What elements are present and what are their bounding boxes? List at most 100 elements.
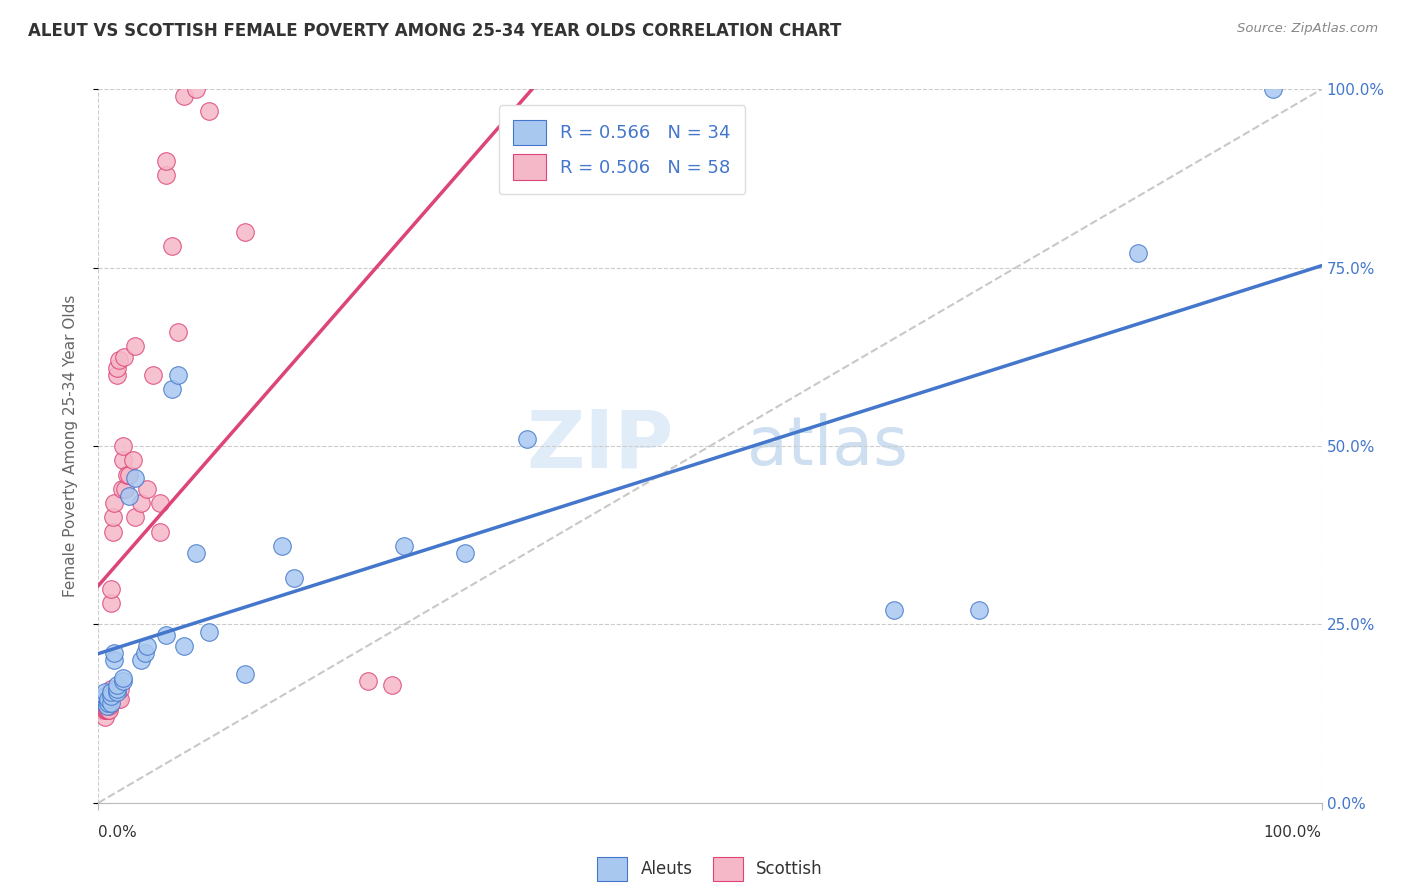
Point xyxy=(97,703,120,717)
Point xyxy=(121,453,143,467)
Point xyxy=(160,382,183,396)
Point xyxy=(91,703,114,717)
Point xyxy=(111,674,134,689)
Point xyxy=(167,325,190,339)
Point xyxy=(118,467,141,482)
Point xyxy=(270,539,294,553)
Point xyxy=(1128,246,1150,260)
Point xyxy=(103,653,125,667)
Point xyxy=(100,582,122,596)
Point xyxy=(197,624,219,639)
Point xyxy=(105,368,128,382)
Point xyxy=(89,703,111,717)
Point xyxy=(97,696,120,710)
Text: atlas: atlas xyxy=(747,413,908,479)
Point xyxy=(111,439,134,453)
Point xyxy=(124,339,146,353)
Point xyxy=(155,168,177,182)
Point xyxy=(101,510,124,524)
Point xyxy=(149,496,172,510)
Point xyxy=(104,681,127,696)
Text: 0.0%: 0.0% xyxy=(98,825,138,840)
Point xyxy=(97,696,120,710)
Point xyxy=(381,678,404,692)
Point xyxy=(93,685,115,699)
Point xyxy=(114,482,136,496)
Point xyxy=(124,471,146,485)
Point xyxy=(100,685,122,699)
Point xyxy=(94,703,117,717)
Point xyxy=(356,674,378,689)
Point xyxy=(155,153,177,168)
Point xyxy=(160,239,183,253)
Point xyxy=(111,453,134,467)
Legend: Aleuts, Scottish: Aleuts, Scottish xyxy=(591,850,830,888)
Point xyxy=(93,703,115,717)
Point xyxy=(173,89,195,103)
Point xyxy=(142,368,165,382)
Point xyxy=(96,692,118,706)
Point xyxy=(111,671,134,685)
Point xyxy=(110,692,132,706)
Point xyxy=(100,681,122,696)
Point xyxy=(93,692,115,706)
Point xyxy=(98,699,121,714)
Point xyxy=(129,653,152,667)
Point xyxy=(197,103,219,118)
Point xyxy=(173,639,195,653)
Point xyxy=(93,699,115,714)
Point xyxy=(233,225,256,239)
Point xyxy=(103,646,125,660)
Point xyxy=(100,689,122,703)
Point xyxy=(167,368,190,382)
Point xyxy=(101,524,124,539)
Point xyxy=(105,360,128,375)
Point xyxy=(87,699,110,714)
Point xyxy=(134,646,156,660)
Point xyxy=(100,696,122,710)
Point xyxy=(100,596,122,610)
Point xyxy=(108,353,131,368)
Point xyxy=(93,696,115,710)
Text: ALEUT VS SCOTTISH FEMALE POVERTY AMONG 25-34 YEAR OLDS CORRELATION CHART: ALEUT VS SCOTTISH FEMALE POVERTY AMONG 2… xyxy=(28,22,842,40)
Text: ZIP: ZIP xyxy=(526,407,673,485)
Point xyxy=(93,710,115,724)
Point xyxy=(129,496,152,510)
Point xyxy=(90,699,112,714)
Text: Source: ZipAtlas.com: Source: ZipAtlas.com xyxy=(1237,22,1378,36)
Point xyxy=(454,546,477,560)
Point xyxy=(186,546,208,560)
Point xyxy=(93,689,115,703)
Point xyxy=(883,603,905,617)
Point xyxy=(118,489,141,503)
Point xyxy=(91,699,114,714)
Point xyxy=(105,681,128,696)
Point xyxy=(186,82,208,96)
Point xyxy=(107,692,129,706)
Point xyxy=(96,699,118,714)
Point xyxy=(392,539,416,553)
Point xyxy=(110,681,132,696)
Point xyxy=(96,699,118,714)
Point xyxy=(98,703,121,717)
Point xyxy=(115,467,138,482)
Point xyxy=(136,482,159,496)
Point xyxy=(283,571,305,585)
Point xyxy=(100,696,122,710)
Point xyxy=(233,667,256,681)
Point xyxy=(103,496,125,510)
Point xyxy=(96,703,118,717)
Point xyxy=(91,703,114,717)
Point xyxy=(155,628,177,642)
Point xyxy=(91,699,114,714)
Point xyxy=(967,603,990,617)
Point xyxy=(1261,82,1284,96)
Point xyxy=(105,678,128,692)
Point xyxy=(93,696,115,710)
Point xyxy=(105,685,128,699)
Point xyxy=(97,692,120,706)
Point xyxy=(96,696,118,710)
Text: 100.0%: 100.0% xyxy=(1264,825,1322,840)
Point xyxy=(149,524,172,539)
Point xyxy=(136,639,159,653)
